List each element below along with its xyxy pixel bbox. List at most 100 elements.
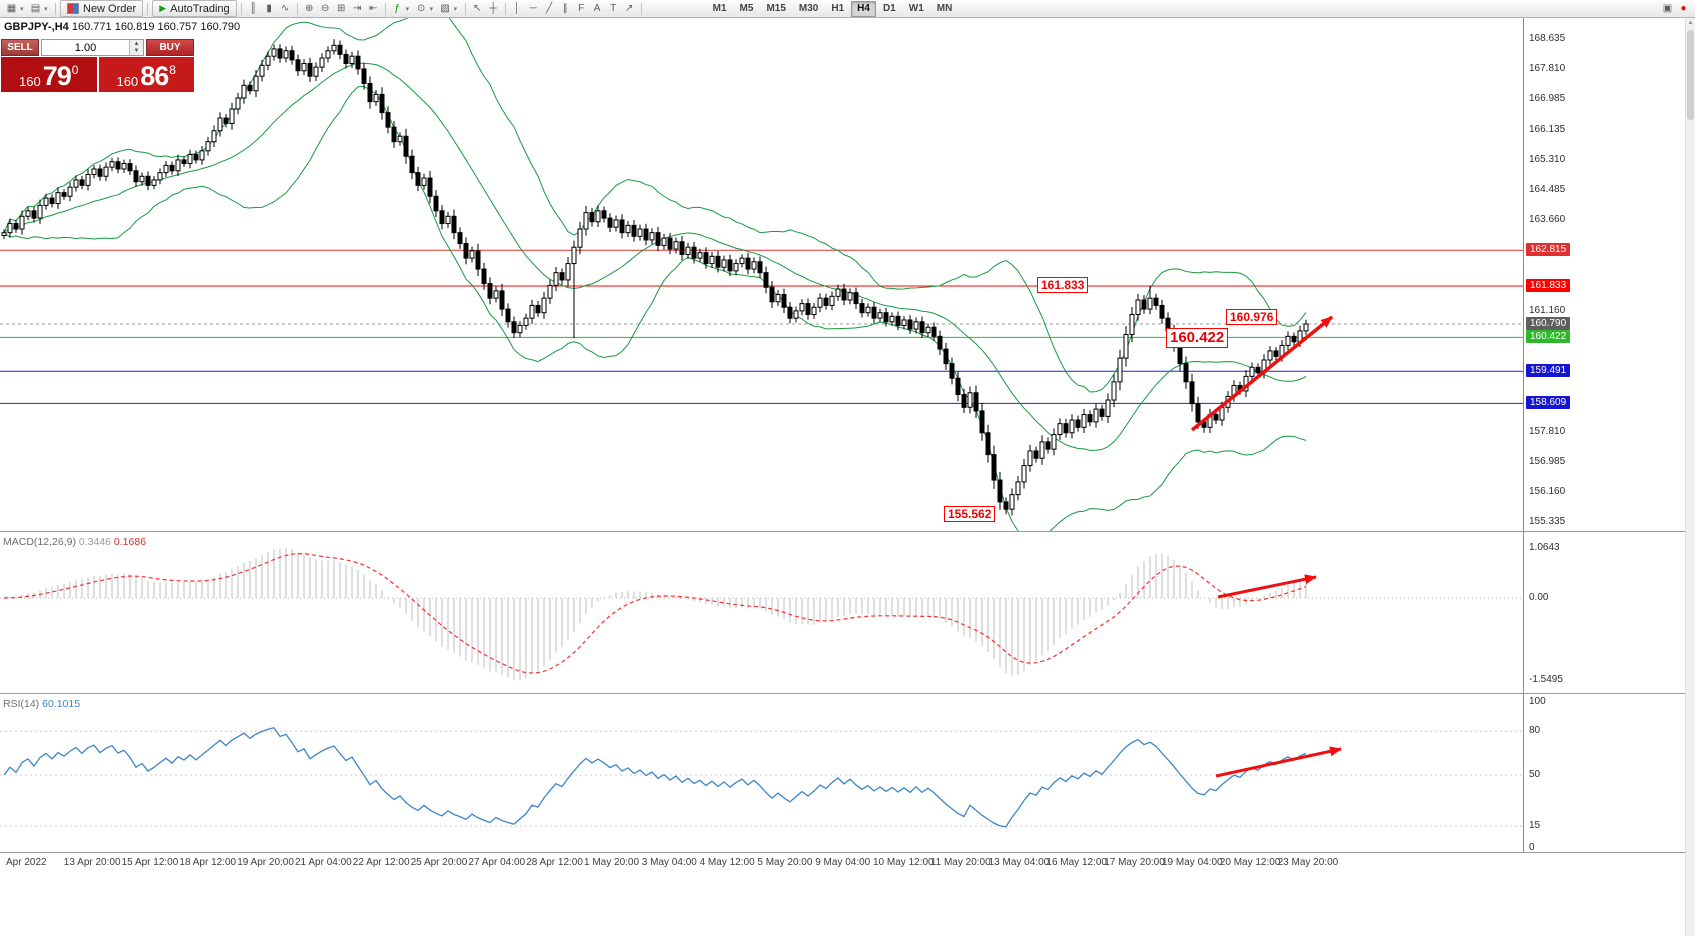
new-chart-icon[interactable]: ▦ (6, 3, 17, 14)
text-label-icon[interactable]: T (610, 3, 617, 14)
vertical-scrollbar[interactable]: ▲ (1685, 18, 1695, 936)
timeframe-button-h1[interactable]: H1 (831, 2, 845, 14)
price-level-label: 159.491 (1526, 364, 1571, 378)
timeframe-button-mn[interactable]: MN (936, 2, 953, 14)
time-label: 16 May 12:00 (1046, 857, 1107, 868)
sell-button[interactable]: SELL (1, 39, 39, 56)
window-icon[interactable]: ▣ (1662, 3, 1673, 14)
profiles-icon[interactable]: ▤ (30, 3, 41, 14)
buy-price-big: 160 (116, 74, 139, 89)
buy-price-button[interactable]: 160 86 8 (98, 57, 194, 92)
arrow-tool-icon[interactable]: ↗ (624, 3, 634, 14)
scroll-up-icon[interactable]: ▲ (1687, 20, 1694, 26)
timeframe-button-d1[interactable]: D1 (882, 2, 896, 14)
rsi-chart[interactable] (0, 694, 1523, 853)
candlesticks (1, 39, 1309, 516)
macd-label: MACD(12,26,9) 0.3446 0.1686 (3, 536, 147, 548)
sell-price-point: 0 (71, 63, 79, 77)
scrollbar-thumb[interactable] (1687, 30, 1694, 120)
symbol-ohlc: GBPJPY-,H4 160.771 160.819 160.757 160.7… (4, 21, 240, 33)
templates-icon[interactable]: ▧ (440, 3, 450, 14)
sell-price-pips: 79 (42, 61, 72, 91)
volume-down-button[interactable]: ▼ (130, 47, 143, 55)
toolbar-separator (640, 2, 642, 15)
toolbar-separator (240, 2, 242, 15)
auto-scroll-icon[interactable]: ⇥ (352, 3, 362, 14)
new-order-button[interactable]: New Order (60, 0, 144, 17)
time-label: 19 May 04:00 (1162, 857, 1223, 868)
ohlc-close: 160.790 (200, 21, 241, 33)
time-axis[interactable]: Apr 2022 13 Apr 20:00 15 Apr 12:00 18 Apr 1… (0, 852, 1695, 872)
indicators-icon[interactable]: ƒ (394, 3, 400, 14)
time-label: 1 May 20:00 (584, 857, 640, 868)
bars-chart-icon[interactable]: ║ (249, 3, 257, 14)
horizontal-line-icon[interactable]: ─ (529, 3, 537, 14)
one-click-trade-panel: SELL ▲ ▼ BUY 160 79 0 160 86 8 (1, 39, 194, 92)
time-label: 28 Apr 12:00 (526, 857, 583, 868)
ohlc-low: 160.757 (157, 21, 198, 33)
macd-chart[interactable] (0, 532, 1523, 694)
autotrading-button[interactable]: ▶ AutoTrading (152, 0, 237, 17)
price-chart[interactable] (0, 18, 1523, 531)
timeframe-button-w1[interactable]: W1 (908, 2, 924, 14)
timeframe-button-m5[interactable]: M5 (739, 2, 754, 14)
time-label: 15 Apr 12:00 (121, 857, 179, 868)
timeframe-button-m30[interactable]: M30 (798, 2, 819, 14)
buy-button[interactable]: BUY (146, 39, 194, 56)
sell-price-button[interactable]: 160 79 0 (1, 57, 97, 92)
zoom-out-icon[interactable]: ⊖ (320, 3, 330, 14)
time-label: 3 May 04:00 (641, 857, 697, 868)
bollinger-bands (3, 18, 1307, 531)
candlestick-chart-icon[interactable]: ▮ (266, 3, 272, 14)
trendline-icon[interactable]: ╱ (546, 3, 553, 14)
time-label: 25 Apr 20:00 (410, 857, 468, 868)
line-chart-icon[interactable]: ∿ (280, 3, 290, 14)
dropdown-caret-icon[interactable]: ▾ (20, 5, 24, 13)
rsi-tick-label: 100 (1529, 696, 1546, 707)
price-tick-label: 167.810 (1529, 62, 1566, 74)
price-level-label: 162.815 (1526, 243, 1571, 257)
dropdown-caret-icon[interactable]: ▾ (453, 5, 458, 13)
price-tick-label: 164.485 (1529, 183, 1566, 195)
crosshair-icon[interactable]: ┼ (489, 3, 497, 14)
chart-shift-icon[interactable]: ⇤ (368, 3, 378, 14)
bottom-spacer (0, 872, 1695, 936)
time-label: 19 Apr 20:00 (237, 857, 294, 868)
dropdown-caret-icon[interactable]: ▾ (405, 5, 410, 13)
toolbar: ▦ ▾ ▤ ▾ New Order ▶ AutoTrading ║ ▮ ∿ ⊕ ⊖ ⊞ ⇥ ⇤ ƒ ▾ ⊙ ▾ ▧ ▾ ↖… (0, 0, 1695, 18)
price-level-label: 158.609 (1526, 396, 1571, 410)
toolbar-separator (296, 2, 298, 15)
volume-input[interactable] (42, 40, 129, 55)
macd-tick-label: 0.00 (1529, 592, 1549, 603)
rsi-tick-label: 0 (1529, 842, 1535, 853)
periods-icon[interactable]: ⊙ (416, 3, 426, 14)
channel-icon[interactable]: ∥ (562, 3, 568, 14)
text-icon[interactable]: A (593, 3, 601, 14)
tile-windows-icon[interactable]: ⊞ (336, 3, 346, 14)
timeframe-button-h4[interactable]: H4 (851, 0, 876, 17)
macd-signal-line (3, 553, 1307, 674)
sell-price-big: 160 (19, 74, 41, 89)
fibonacci-icon[interactable]: F (578, 3, 585, 14)
zoom-in-icon[interactable]: ⊕ (304, 3, 314, 14)
dropdown-caret-icon[interactable]: ▾ (429, 5, 434, 13)
rsi-line (3, 726, 1307, 828)
rsi-tick-label: 80 (1529, 725, 1541, 737)
macd-tick-label: 1.0643 (1529, 542, 1560, 553)
cursor-icon[interactable]: ↖ (472, 3, 482, 14)
timeframe-button-m15[interactable]: M15 (766, 2, 786, 14)
price-axis[interactable]: 168.635 167.810 166.985 166.135 165.310 164.4… (1523, 18, 1695, 531)
dropdown-caret-icon[interactable]: ▾ (44, 5, 48, 13)
red-dot-icon[interactable]: ● (1680, 3, 1687, 14)
macd-axis[interactable]: 1.0643 0.00 -1.5495 (1523, 532, 1695, 693)
price-tick-label: 161.160 (1529, 304, 1566, 316)
vertical-line-icon[interactable]: │ (514, 3, 521, 14)
macd-histogram (9, 548, 1307, 680)
time-label: 10 May 12:00 (873, 857, 934, 868)
rsi-axis[interactable]: 100 80 50 15 0 (1523, 694, 1695, 853)
toolbar-separator (464, 2, 466, 15)
volume-up-button[interactable]: ▲ (130, 40, 143, 48)
toolbar-separator (504, 2, 506, 15)
timeframe-button-m1[interactable]: M1 (712, 2, 727, 14)
